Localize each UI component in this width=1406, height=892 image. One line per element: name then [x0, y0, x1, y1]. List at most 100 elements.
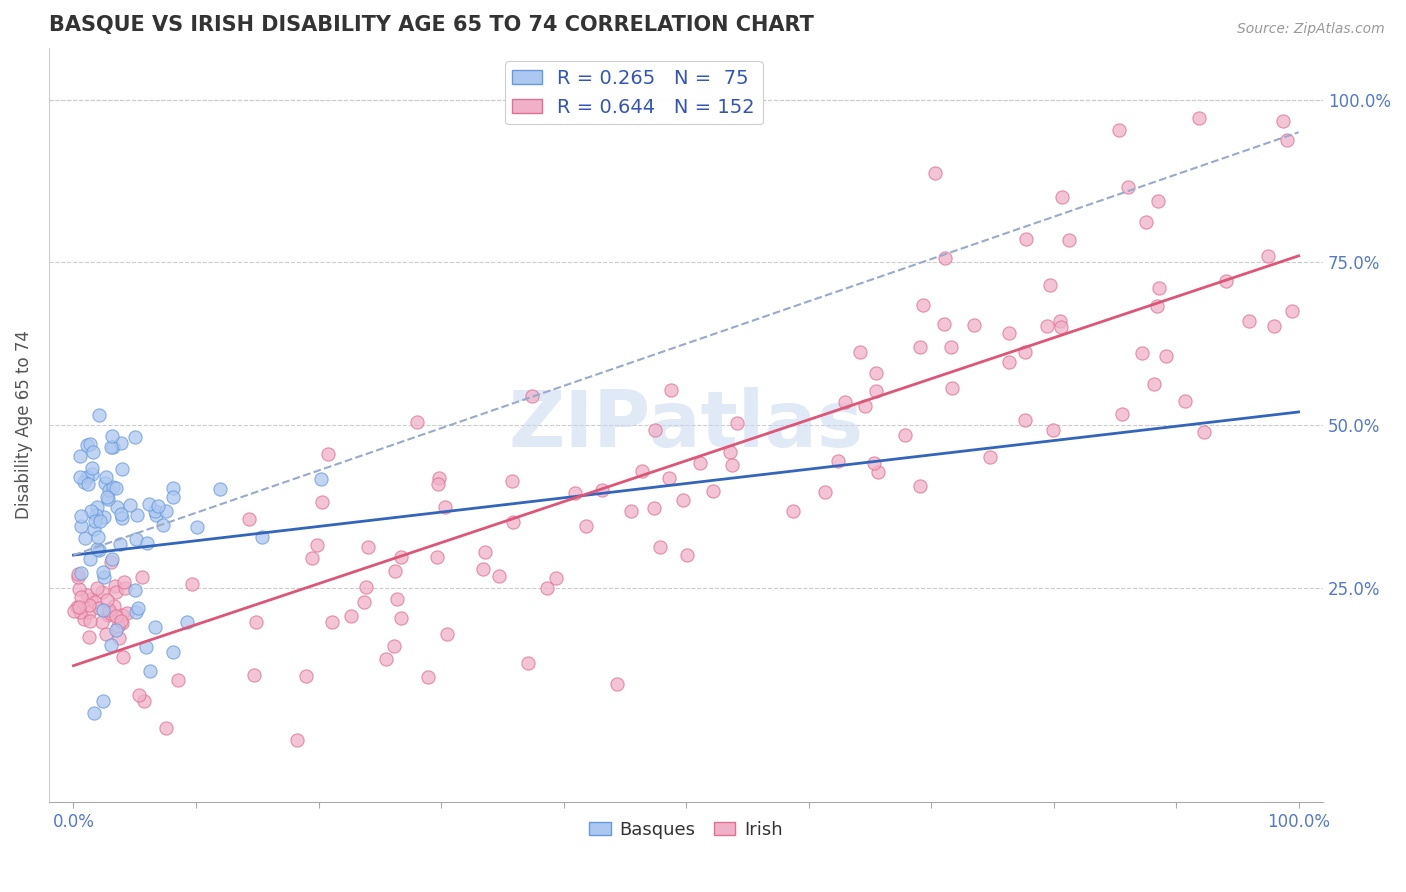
Point — [94, 476, 117, 491]
Point — [107, 619, 129, 633]
Point — [152, 518, 174, 533]
Point — [725, 416, 748, 430]
Point — [721, 458, 744, 473]
Point — [1257, 249, 1279, 263]
Point — [80, 461, 103, 475]
Point — [124, 582, 146, 597]
Point — [631, 464, 654, 478]
Point — [111, 511, 134, 525]
Point — [245, 615, 267, 629]
Point — [384, 565, 406, 579]
Point — [295, 668, 318, 682]
Point — [143, 504, 166, 518]
Point — [101, 440, 124, 454]
Point — [115, 606, 138, 620]
Point — [979, 450, 1001, 464]
Point — [311, 472, 333, 486]
Point — [128, 688, 150, 702]
Point — [782, 503, 804, 517]
Point — [1118, 179, 1140, 194]
Point — [702, 484, 724, 499]
Point — [101, 429, 124, 443]
Point — [908, 340, 931, 354]
Point — [155, 503, 177, 517]
Point — [1014, 345, 1036, 359]
Point — [501, 474, 523, 488]
Point — [91, 584, 114, 599]
Point — [69, 450, 91, 464]
Point — [998, 326, 1021, 340]
Point — [96, 627, 118, 641]
Point — [517, 656, 540, 670]
Point — [67, 582, 90, 597]
Point — [73, 612, 96, 626]
Point — [1132, 345, 1154, 359]
Point — [97, 491, 120, 506]
Point — [134, 694, 156, 708]
Point — [105, 500, 128, 514]
Point — [86, 542, 108, 557]
Point — [89, 601, 111, 615]
Point — [82, 467, 104, 482]
Point — [79, 552, 101, 566]
Point — [135, 640, 157, 655]
Text: BASQUE VS IRISH DISABILITY AGE 65 TO 74 CORRELATION CHART: BASQUE VS IRISH DISABILITY AGE 65 TO 74 … — [49, 15, 814, 35]
Point — [357, 540, 380, 554]
Point — [1143, 376, 1166, 391]
Point — [941, 381, 963, 395]
Point — [591, 483, 613, 497]
Point — [104, 579, 127, 593]
Point — [114, 582, 136, 596]
Point — [77, 477, 100, 491]
Point — [84, 515, 107, 529]
Text: ZIPatlas: ZIPatlas — [509, 387, 863, 463]
Point — [243, 667, 266, 681]
Point — [124, 430, 146, 444]
Point — [689, 456, 711, 470]
Point — [426, 476, 449, 491]
Point — [83, 522, 105, 536]
Point — [104, 482, 127, 496]
Point — [1108, 122, 1130, 136]
Point — [853, 399, 876, 413]
Point — [924, 166, 946, 180]
Point — [148, 499, 170, 513]
Point — [643, 501, 665, 516]
Point — [865, 367, 887, 381]
Point — [97, 483, 120, 497]
Point — [676, 549, 699, 563]
Point — [125, 508, 148, 522]
Point — [69, 590, 91, 604]
Point — [111, 615, 134, 630]
Point — [125, 605, 148, 619]
Point — [998, 354, 1021, 368]
Point — [385, 592, 408, 607]
Point — [356, 580, 378, 594]
Point — [416, 670, 439, 684]
Point — [96, 592, 118, 607]
Point — [91, 694, 114, 708]
Point — [502, 515, 524, 529]
Point — [911, 298, 934, 312]
Point — [863, 456, 886, 470]
Point — [932, 317, 955, 331]
Point — [427, 471, 450, 485]
Point — [848, 345, 870, 359]
Point — [76, 437, 98, 451]
Point — [69, 605, 91, 619]
Y-axis label: Disability Age 65 to 74: Disability Age 65 to 74 — [15, 331, 32, 519]
Point — [91, 566, 114, 580]
Point — [353, 595, 375, 609]
Point — [125, 532, 148, 546]
Point — [1147, 280, 1170, 294]
Point — [127, 601, 149, 615]
Point — [87, 408, 110, 422]
Point — [70, 566, 93, 581]
Point — [620, 504, 643, 518]
Point — [181, 577, 204, 591]
Point — [436, 627, 458, 641]
Point — [87, 530, 110, 544]
Point — [79, 437, 101, 451]
Point — [658, 471, 681, 485]
Point — [89, 514, 111, 528]
